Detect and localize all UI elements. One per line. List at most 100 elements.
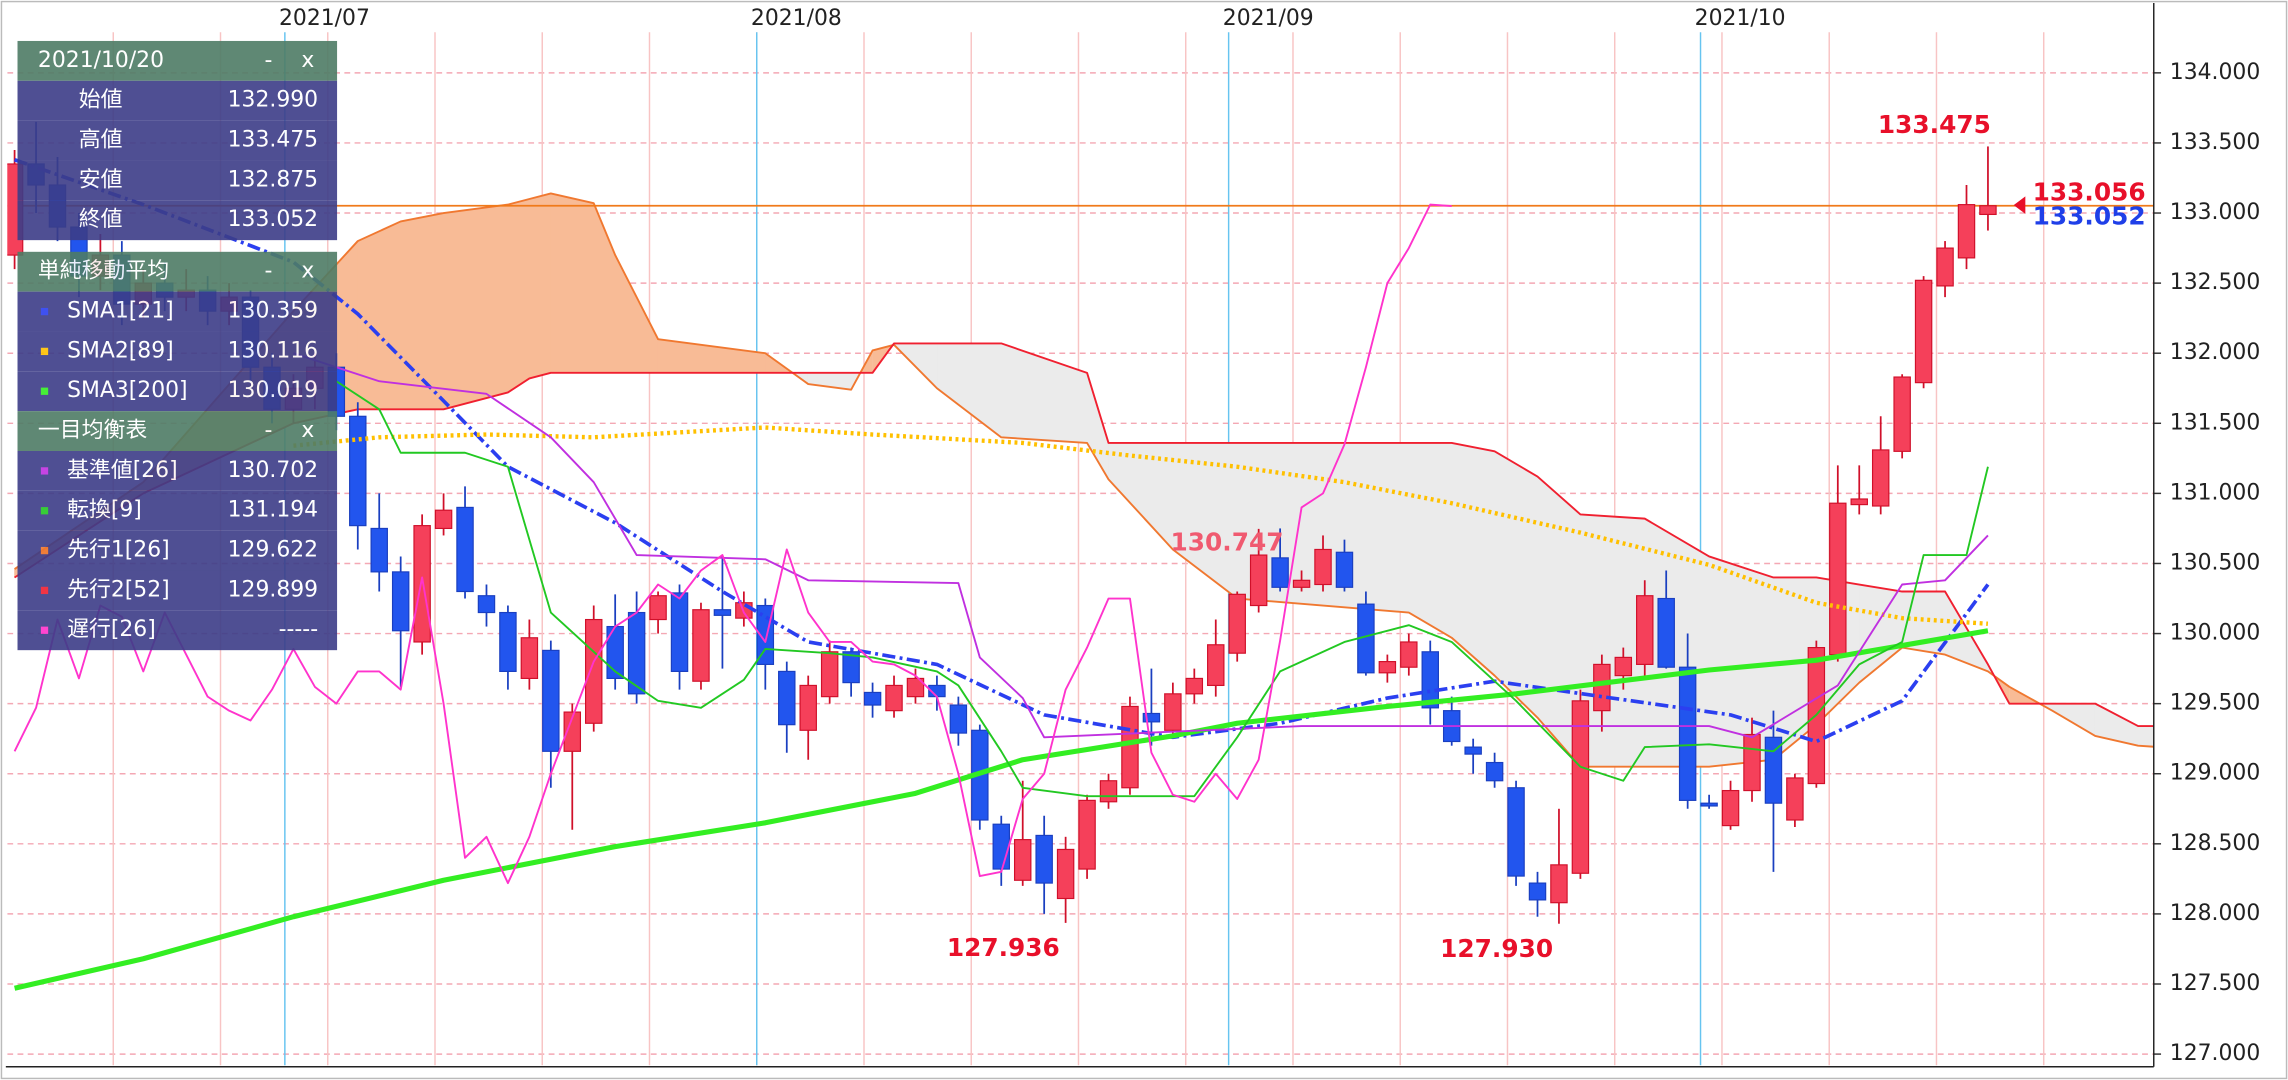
indicator-line <box>335 380 1989 798</box>
annotation: 127.930 <box>1440 934 1553 963</box>
panel-header <box>17 40 338 81</box>
panel-title: 2021/10/20 <box>38 48 164 73</box>
cloud <box>1408 442 1453 639</box>
panel-value: 133.475 <box>228 128 318 153</box>
candle-body <box>713 609 732 616</box>
candle-body <box>1764 736 1783 804</box>
panel-title: 一目均衡表 <box>38 418 147 443</box>
candle-body <box>584 618 603 724</box>
candle-body <box>692 609 710 682</box>
cloud <box>1644 517 1710 768</box>
cloud <box>1580 514 1646 768</box>
candle-body <box>1099 780 1118 803</box>
panel-value: 130.359 <box>228 299 318 324</box>
y-tick-label: 133.000 <box>2170 200 2260 225</box>
panel-label: 終値 <box>79 207 123 232</box>
panel-minimize[interactable]: - <box>265 48 273 73</box>
panel-minimize[interactable]: - <box>265 259 273 284</box>
panel-minimize[interactable]: - <box>265 418 273 443</box>
panel-row <box>17 120 338 161</box>
price-tag: 133.052 <box>2033 201 2146 230</box>
panel-value: 129.899 <box>228 577 318 602</box>
candle-body <box>1636 595 1654 665</box>
panel-close[interactable]: x <box>301 259 314 284</box>
cloud <box>550 192 595 374</box>
candle-body <box>563 711 582 752</box>
panel-value: 129.622 <box>228 538 318 563</box>
indicator-line <box>13 158 1990 744</box>
panel-label: SMA1[21] <box>67 299 174 324</box>
y-tick-label: 130.000 <box>2170 621 2260 646</box>
candle-body <box>1185 677 1204 695</box>
candle-body <box>1271 557 1289 588</box>
panel-label: 遅行[26] <box>67 617 156 642</box>
candle-body <box>670 592 689 672</box>
candle-body <box>1507 787 1525 877</box>
candle-body <box>1550 864 1568 904</box>
candle-body <box>1421 651 1439 709</box>
candle-body <box>1335 551 1354 588</box>
indicator-line <box>293 425 1989 626</box>
candle-body <box>1786 777 1804 821</box>
indicator-line <box>14 342 2154 728</box>
candle-body <box>370 527 388 573</box>
candle-body <box>1957 204 1976 259</box>
candle-body <box>1850 498 1868 506</box>
candle-body <box>1078 799 1096 870</box>
y-tick-label: 129.000 <box>2170 761 2260 786</box>
panel-label: SMA3[200] <box>67 378 187 403</box>
y-tick-label: 131.500 <box>2170 410 2260 435</box>
panel-row <box>17 450 338 491</box>
candle-body <box>1164 693 1182 731</box>
panel-row <box>17 80 338 121</box>
candle-body <box>1207 644 1225 687</box>
candle-body <box>1013 839 1032 881</box>
legend-swatch <box>40 507 49 515</box>
panel-value: 133.052 <box>228 207 318 232</box>
panel-value: ----- <box>279 617 318 642</box>
y-tick-label: 133.500 <box>2170 130 2260 155</box>
panel-value: 130.116 <box>228 338 318 363</box>
candle-body <box>1979 205 1997 216</box>
legend-swatch <box>40 586 49 595</box>
panel-label: 先行2[52] <box>67 577 170 602</box>
panel-row <box>17 570 338 611</box>
candle-body <box>906 677 925 698</box>
candle-body <box>434 509 453 530</box>
candle-body <box>820 651 839 698</box>
candle-body <box>477 595 496 614</box>
y-tick-label: 128.500 <box>2170 831 2260 856</box>
candle-body <box>1871 449 1890 507</box>
cloud <box>507 198 530 394</box>
x-tick-label: 2021/10 <box>1695 6 1786 31</box>
candle-body <box>1678 666 1697 801</box>
panel-value: 131.194 <box>228 498 318 523</box>
candle-body <box>456 506 474 593</box>
indicator-line <box>13 203 1452 885</box>
legend-swatch <box>40 626 49 634</box>
y-tick-label: 130.500 <box>2170 550 2260 575</box>
panel-value: 132.875 <box>228 167 318 192</box>
candle-body <box>1936 247 1954 287</box>
y-tick-label: 127.500 <box>2170 971 2260 996</box>
candle-body <box>1571 700 1590 874</box>
panel-label: 先行1[26] <box>67 538 170 563</box>
x-tick-label: 2021/07 <box>279 6 370 31</box>
candle-body <box>1464 746 1482 755</box>
panel-label: SMA2[89] <box>67 338 174 363</box>
x-tick-label: 2021/08 <box>751 6 842 31</box>
panel-row <box>17 291 338 332</box>
candle-body <box>778 670 796 726</box>
candle-body <box>520 637 539 680</box>
candle-body <box>1292 579 1311 588</box>
candle-body <box>1121 705 1139 789</box>
cloud <box>1494 450 1538 719</box>
candle-body <box>1142 712 1161 723</box>
candle-body <box>1829 502 1847 656</box>
candle-body <box>413 525 431 643</box>
panel-close[interactable]: x <box>301 48 314 73</box>
panel-row <box>17 610 338 651</box>
panel-close[interactable]: x <box>301 418 314 443</box>
candle-body <box>1893 376 1911 452</box>
